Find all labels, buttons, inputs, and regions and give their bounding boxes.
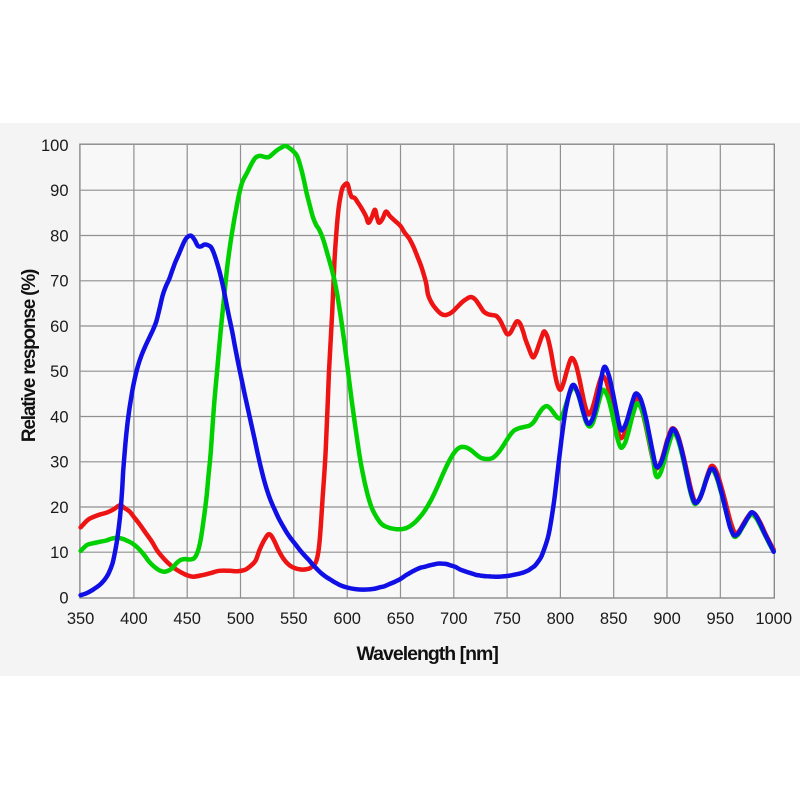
svg-text:900: 900 [653, 610, 681, 628]
svg-text:Wavelength [nm]: Wavelength [nm] [357, 643, 499, 665]
svg-text:650: 650 [387, 610, 415, 628]
svg-text:350: 350 [67, 610, 95, 628]
svg-text:40: 40 [50, 408, 68, 426]
svg-text:60: 60 [50, 318, 68, 336]
svg-text:450: 450 [173, 610, 201, 628]
svg-text:950: 950 [707, 610, 735, 628]
svg-text:600: 600 [333, 610, 361, 628]
svg-text:50: 50 [50, 363, 68, 381]
svg-text:550: 550 [280, 610, 308, 628]
svg-text:400: 400 [120, 610, 148, 628]
svg-text:10: 10 [50, 544, 68, 562]
svg-text:80: 80 [50, 227, 68, 245]
svg-text:500: 500 [227, 610, 255, 628]
svg-text:30: 30 [50, 454, 68, 472]
svg-text:20: 20 [50, 499, 68, 517]
svg-text:70: 70 [50, 273, 68, 291]
svg-text:850: 850 [600, 610, 628, 628]
svg-text:0: 0 [59, 589, 68, 607]
svg-text:100: 100 [41, 137, 69, 155]
svg-text:700: 700 [440, 610, 468, 628]
svg-text:750: 750 [493, 610, 521, 628]
svg-text:800: 800 [547, 610, 575, 628]
svg-text:1000: 1000 [755, 610, 792, 628]
svg-text:Relative response (%): Relative response (%) [19, 269, 40, 442]
svg-text:90: 90 [50, 182, 68, 200]
